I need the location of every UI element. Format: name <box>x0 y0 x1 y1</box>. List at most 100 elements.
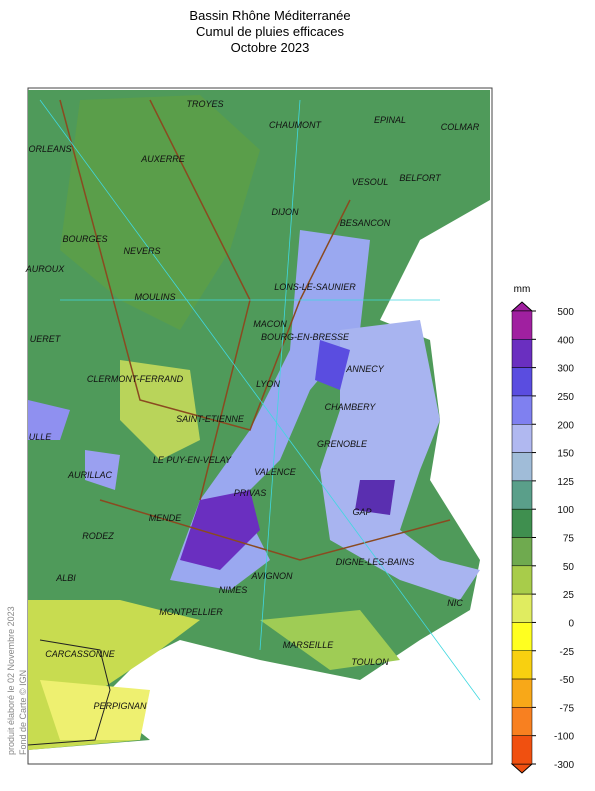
legend-tick-label: -50 <box>560 675 575 686</box>
title-line: Bassin Rhône Méditerranée <box>189 8 350 23</box>
map: TROYES CHAUMONT EPINAL COLMAR ORLEANS AUXERRE… <box>25 87 493 765</box>
legend-tick-label: 400 <box>557 335 574 346</box>
city-label: AURILLAC <box>67 470 113 480</box>
legend-tick-label: 25 <box>563 590 575 601</box>
city-label: MENDE <box>149 513 182 523</box>
city-label: LONS-LE-SAUNIER <box>274 282 356 292</box>
city-label: ORLEANS <box>28 144 71 154</box>
legend-swatch <box>511 650 533 680</box>
city-label: AUXERRE <box>140 154 186 164</box>
map-region <box>28 400 70 440</box>
legend-tick-label: 150 <box>557 449 574 460</box>
city-label: PERPIGNAN <box>93 701 147 711</box>
legend-swatch <box>511 310 533 340</box>
legend-tick-label: 0 <box>568 618 574 629</box>
city-label: CARCASSONNE <box>45 649 116 659</box>
legend-swatch <box>511 622 533 651</box>
city-label: DIJON <box>272 207 300 217</box>
city-label: VALENCE <box>254 467 297 477</box>
map-region <box>260 610 400 670</box>
title: Bassin Rhône Méditerranée Cumul de pluie… <box>189 8 350 55</box>
city-label: ANNECY <box>345 364 385 374</box>
city-label: SAINT-ETIENNE <box>176 414 245 424</box>
city-label: ULLE <box>29 432 53 442</box>
legend-swatch <box>511 339 533 368</box>
legend: mm 5004003002502001501251007550250-25-50… <box>510 284 575 774</box>
legend-tick-label: -100 <box>554 732 574 743</box>
city-label: BESANCON <box>340 218 391 228</box>
legend-tick-label: 500 <box>557 307 574 318</box>
map-region <box>85 450 120 490</box>
city-label: ALBI <box>55 573 76 583</box>
legend-swatch <box>511 508 533 538</box>
credit-text: produit élaboré le 02 Novembre 2023 <box>6 606 16 755</box>
legend-swatch <box>511 452 533 482</box>
legend-tick-label: 125 <box>557 477 574 488</box>
legend-swatch <box>511 367 533 397</box>
legend-swatch <box>511 707 533 736</box>
river <box>39 99 481 701</box>
map-region <box>315 340 350 390</box>
city-label: MARSEILLE <box>283 640 335 650</box>
city-label: NIC <box>447 598 463 608</box>
legend-tick-label: 100 <box>557 505 574 516</box>
legend-swatch <box>511 480 533 510</box>
city-label: PRIVAS <box>234 488 267 498</box>
city-label: DIGNE-LES-BAINS <box>336 557 415 567</box>
legend-arrow <box>510 301 534 312</box>
map-region <box>60 95 260 330</box>
city-label: MOULINS <box>134 292 175 302</box>
map-region <box>120 360 200 460</box>
city-label: CLERMONT-FERRAND <box>87 374 184 384</box>
legend-swatch <box>511 395 533 425</box>
title-line: Octobre 2023 <box>231 40 310 55</box>
city-label: BELFORT <box>399 173 442 183</box>
legend-tick-label: 75 <box>563 534 575 545</box>
city-label: RODEZ <box>82 531 114 541</box>
legend-tick-label: 300 <box>557 364 574 375</box>
city-label: LYON <box>256 379 280 389</box>
credit-text: Fond de Carte © IGN <box>18 670 28 755</box>
legend-swatch <box>511 593 533 623</box>
legend-tick-label: -75 <box>560 703 575 714</box>
city-label: TROYES <box>186 99 223 109</box>
city-label: CHAUMONT <box>269 120 322 130</box>
city-label: AVIGNON <box>250 571 293 581</box>
city-label: MONTPELLIER <box>159 607 223 617</box>
legend-swatch <box>511 424 533 453</box>
city-label: BOURGES <box>62 234 107 244</box>
city-label: COLMAR <box>441 122 480 132</box>
legend-tick-label: 50 <box>563 562 575 573</box>
map-region <box>320 320 480 600</box>
map-region <box>180 490 260 570</box>
city-label: NIMES <box>219 585 248 595</box>
city-label: AUROUX <box>25 264 66 274</box>
city-label: LE PUY-EN-VELAY <box>153 455 232 465</box>
city-label: GRENOBLE <box>317 439 368 449</box>
legend-swatch <box>511 537 533 567</box>
city-label: EPINAL <box>374 115 406 125</box>
city-label: MACON <box>253 319 287 329</box>
legend-arrow <box>510 763 534 774</box>
city-label: BOURG-EN-BRESSE <box>261 332 350 342</box>
title-line: Cumul de pluies efficaces <box>196 24 344 39</box>
legend-tick-label: -300 <box>554 760 574 771</box>
legend-tick-label: 200 <box>557 420 574 431</box>
legend-swatch <box>511 565 533 595</box>
city-label: CHAMBERY <box>325 402 377 412</box>
city-label: GAP <box>352 507 371 517</box>
city-label: NEVERS <box>123 246 160 256</box>
city-label: UERET <box>30 334 62 344</box>
map-region <box>40 680 150 740</box>
coastline <box>27 639 111 746</box>
credits: produit élaboré le 02 Novembre 2023 Fond… <box>6 606 28 755</box>
legend-swatch <box>511 735 533 765</box>
legend-tick-label: 250 <box>557 392 574 403</box>
map-region <box>355 480 395 515</box>
city-label: TOULON <box>351 657 389 667</box>
city-label: VESOUL <box>352 177 389 187</box>
legend-unit: mm <box>514 284 531 295</box>
legend-tick-label: -25 <box>560 647 575 658</box>
legend-swatch <box>511 678 533 708</box>
